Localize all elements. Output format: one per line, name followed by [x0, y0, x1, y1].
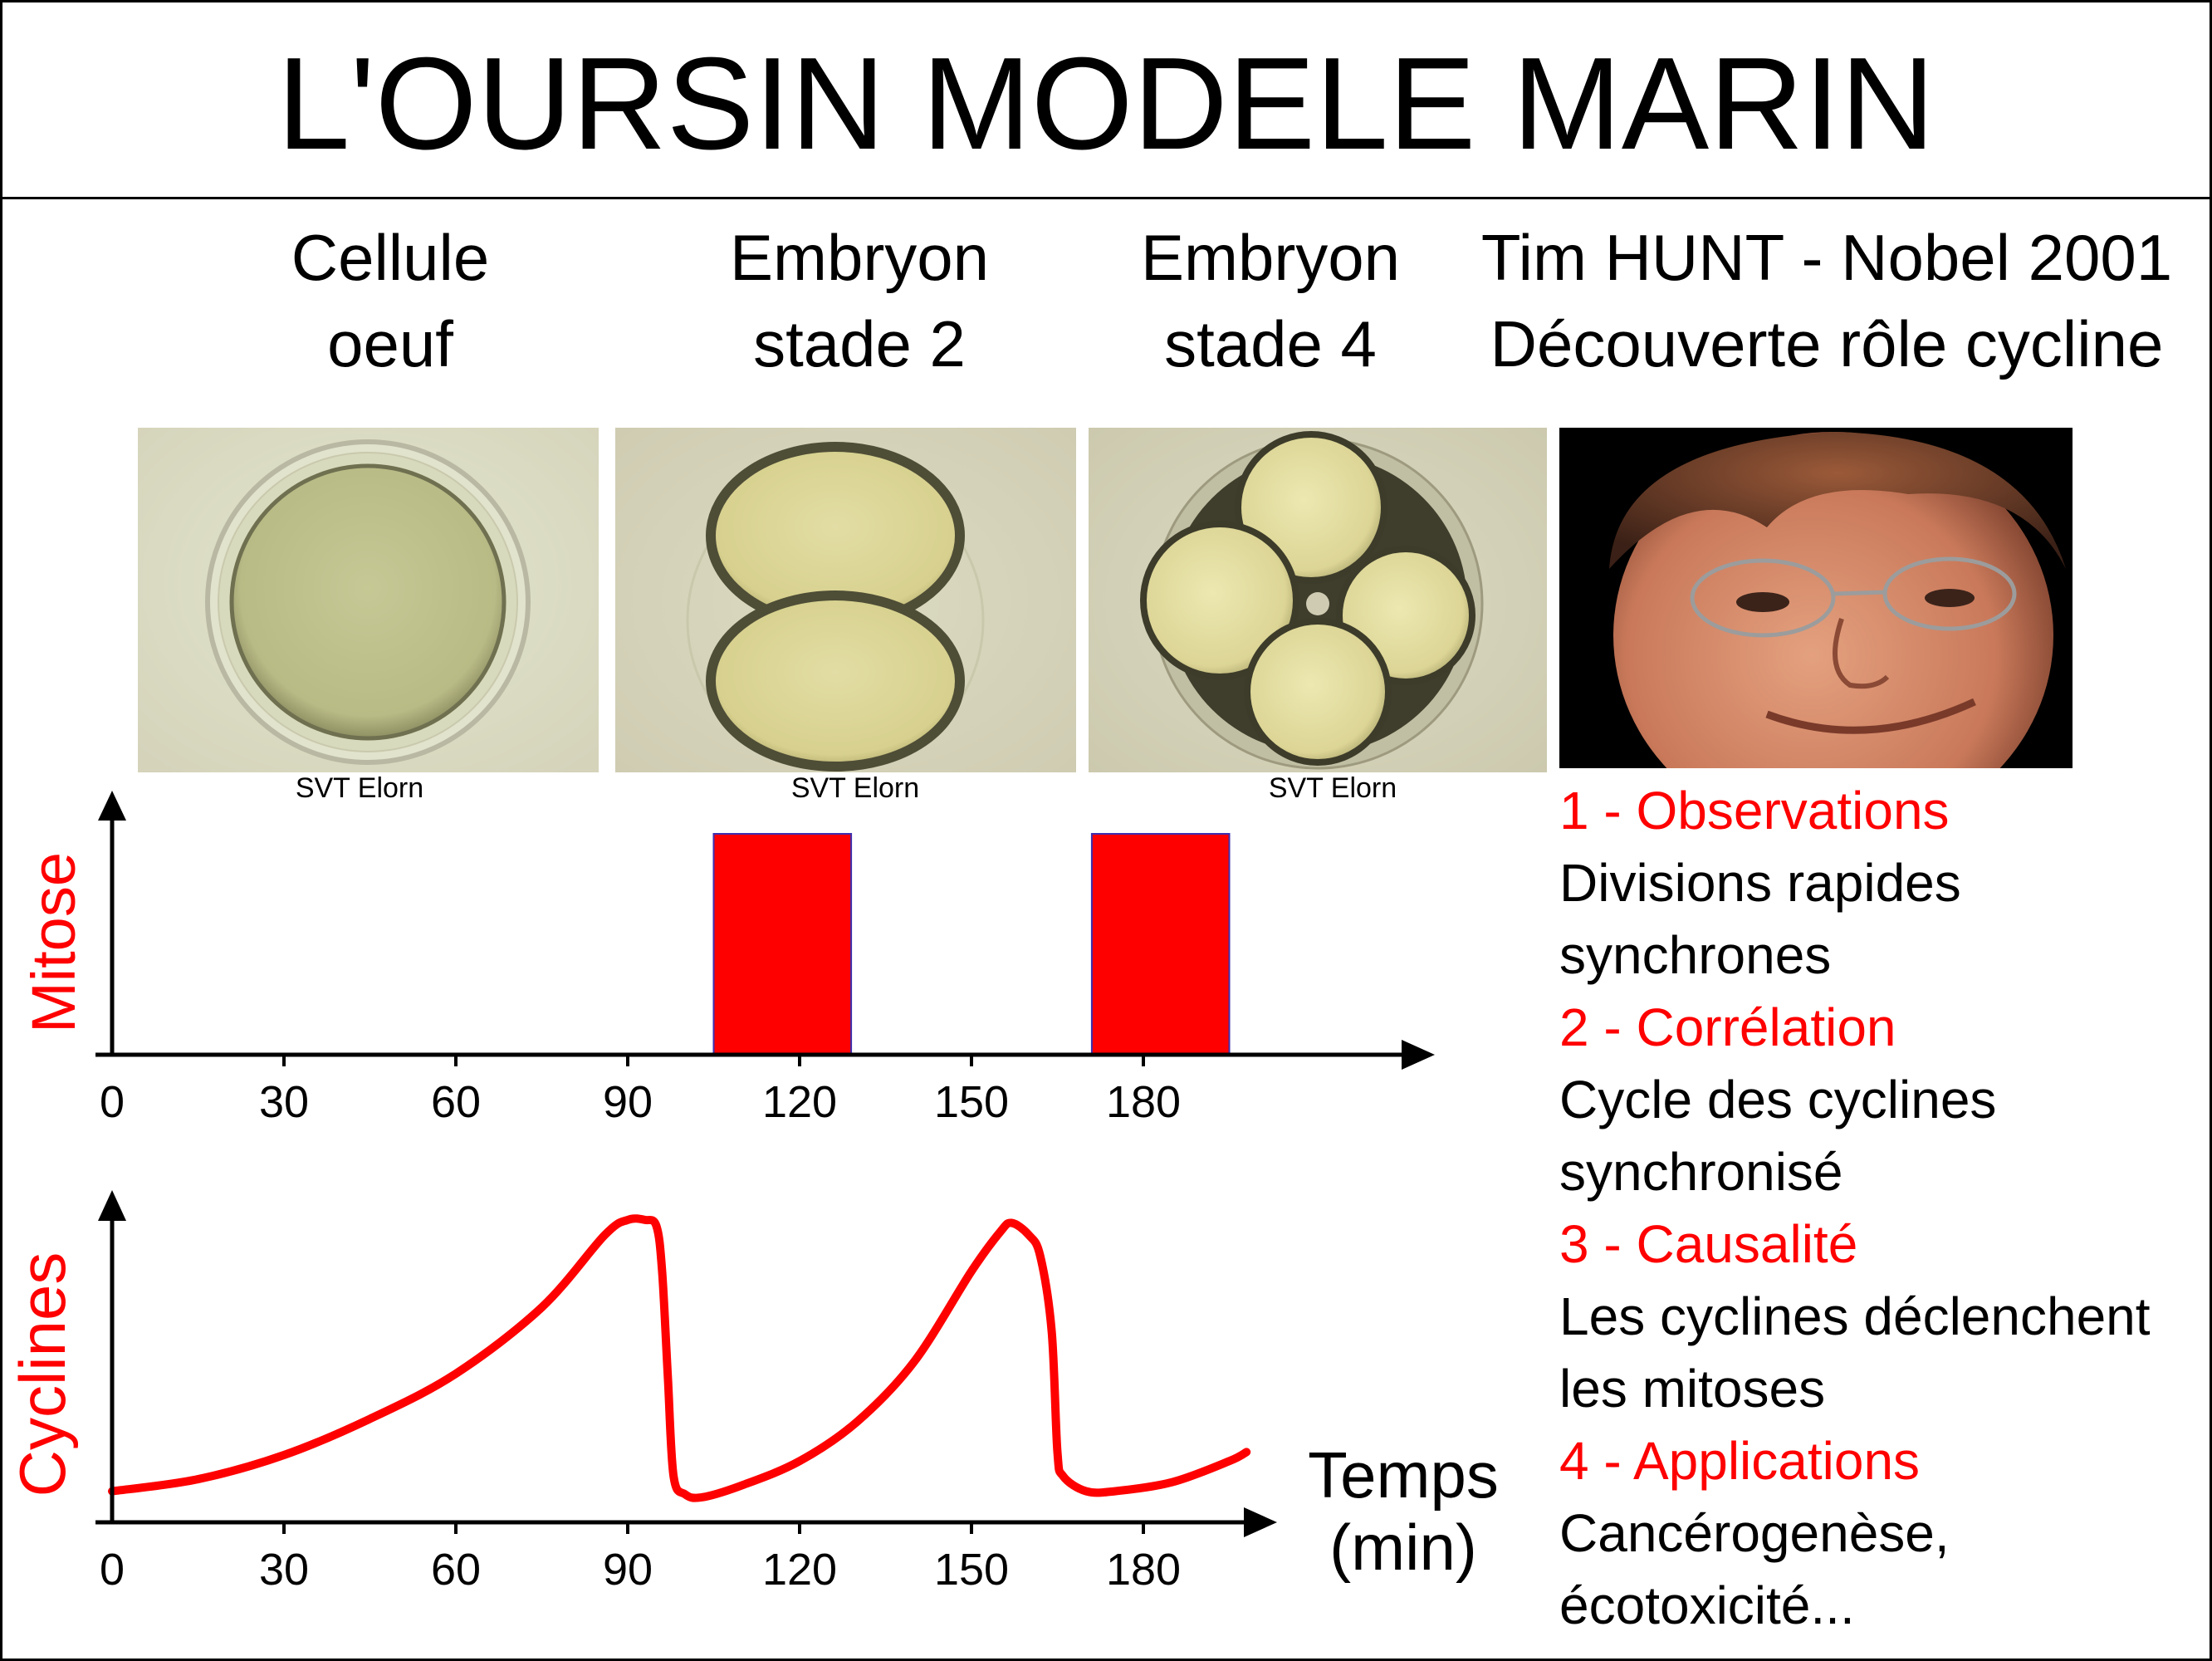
note-applications: 4 - Applications Cancérogenèse, écotoxic…	[1559, 1425, 2151, 1642]
heading-stage4: Embryon stade 4	[1096, 214, 1445, 387]
photo-credit-egg: SVT Elorn	[295, 772, 424, 804]
cyclines-x-arrowhead	[1244, 1507, 1277, 1537]
mitose-bar	[1090, 833, 1231, 1056]
note-observations: 1 - Observations Divisions rapides synch…	[1559, 775, 2151, 992]
time-axis-label-line2: (min)	[1329, 1511, 1477, 1584]
note-line: Cycle des cyclines	[1559, 1070, 1997, 1129]
photo-credit-stage2: SVT Elorn	[790, 772, 920, 804]
note-heading: 4 - Applications	[1559, 1431, 1921, 1491]
mitose-tick-label: 90	[603, 1077, 653, 1127]
cyclines-axis-label: Cyclines	[6, 1252, 79, 1497]
mitose-chart: Mitose 0 30 60 90 120 150 180	[19, 791, 1435, 1127]
heading-egg-line1: Cellule	[291, 221, 490, 294]
time-axis-label-line1: Temps	[1308, 1438, 1499, 1512]
note-line: Cancérogenèse,	[1559, 1503, 1950, 1563]
note-line: synchronisé	[1559, 1142, 1843, 1202]
mitose-tick-label: 60	[431, 1077, 481, 1127]
cyclines-tick-label: 150	[934, 1545, 1009, 1595]
heading-stage2-line1: Embryon	[729, 221, 990, 294]
cyclines-tick-label: 60	[431, 1545, 481, 1595]
cyclines-tick-label: 120	[762, 1545, 837, 1595]
note-heading: 2 - Corrélation	[1559, 997, 1896, 1057]
heading-hunt-line1: Tim HUNT - Nobel 2001	[1480, 221, 2173, 294]
photo-credit-stage4: SVT Elorn	[1268, 772, 1397, 804]
note-correlation: 2 - Corrélation Cycle des cyclines synch…	[1559, 992, 2151, 1208]
mitose-x-arrowhead	[1402, 1040, 1435, 1070]
mitose-axis-label: Mitose	[19, 852, 88, 1033]
cyclines-tick-label: 30	[259, 1545, 309, 1595]
heading-egg: Cellule oeuf	[224, 214, 556, 387]
heading-stage2: Embryon stade 2	[681, 214, 1038, 387]
heading-hunt: Tim HUNT - Nobel 2001 Découverte rôle cy…	[1445, 214, 2209, 387]
cyclines-tick-label: 90	[603, 1545, 653, 1595]
mitose-tick-label: 150	[934, 1077, 1009, 1127]
mitose-tick-label: 0	[100, 1077, 125, 1127]
mitose-tick-label: 30	[259, 1077, 309, 1127]
note-line: Divisions rapides	[1559, 853, 1961, 913]
cyclines-y-arrowhead	[98, 1190, 126, 1221]
stage2-embryo-photo	[615, 428, 1076, 772]
note-causality: 3 - Causalité Les cyclines déclenchent l…	[1559, 1208, 2151, 1425]
cyclines-chart: Cyclines 0 30 60 90 120 150 180 Temps (min)	[6, 1190, 1499, 1595]
sidebar-notes: 1 - Observations Divisions rapides synch…	[1559, 775, 2151, 1642]
cyclines-tick-label: 180	[1106, 1545, 1181, 1595]
heading-stage4-line1: Embryon	[1140, 221, 1401, 294]
egg-cell-photo	[138, 428, 599, 772]
heading-stage2-line2: stade 2	[753, 307, 966, 380]
slide-title: L'OURSIN MODELE MARIN	[276, 31, 1936, 177]
heading-egg-line2: oeuf	[327, 307, 453, 380]
note-line: écotoxicité...	[1559, 1575, 1855, 1635]
note-heading: 1 - Observations	[1559, 781, 1950, 840]
title-bar: L'OURSIN MODELE MARIN	[0, 0, 2212, 199]
mitose-bar	[712, 833, 853, 1056]
note-line: Les cyclines déclenchent	[1559, 1286, 2151, 1346]
note-line: les mitoses	[1559, 1359, 1826, 1418]
note-line: synchrones	[1559, 925, 1832, 985]
cyclines-curve	[108, 1214, 1251, 1502]
mitose-y-arrowhead	[98, 791, 126, 821]
stage4-embryo-photo	[1089, 428, 1547, 772]
mitose-tick-label: 120	[762, 1077, 837, 1127]
heading-hunt-line2: Découverte rôle cycline	[1490, 307, 2164, 380]
note-heading: 3 - Causalité	[1559, 1214, 1858, 1274]
cyclines-tick-label: 0	[100, 1545, 125, 1595]
tim-hunt-portrait	[1559, 428, 2073, 768]
mitose-tick-label: 180	[1106, 1077, 1181, 1127]
heading-stage4-line2: stade 4	[1164, 307, 1377, 380]
